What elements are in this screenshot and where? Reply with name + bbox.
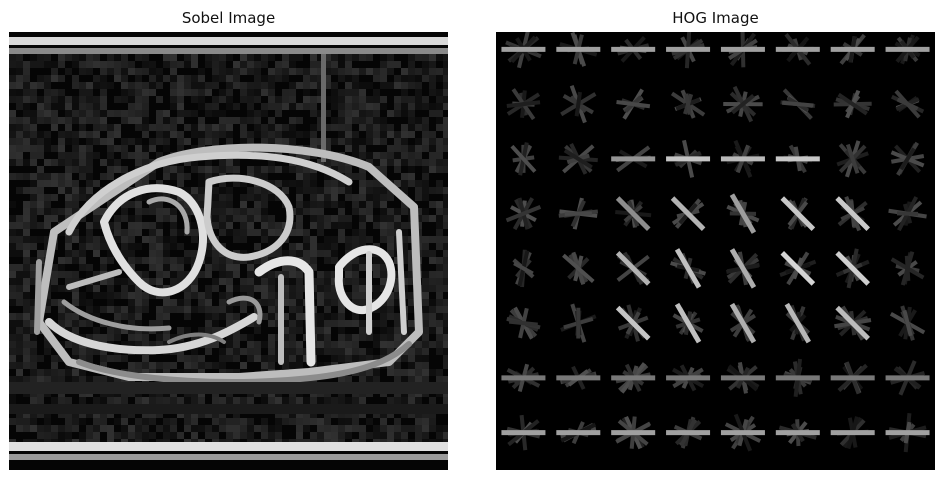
sobel-image [9,32,448,470]
sobel-image-title: Sobel Image [181,9,276,27]
sobel-image-canvas [9,32,448,470]
hog-image-canvas [496,32,935,470]
hog-image [496,32,935,470]
hog-image-title: HOG Image [672,9,759,27]
